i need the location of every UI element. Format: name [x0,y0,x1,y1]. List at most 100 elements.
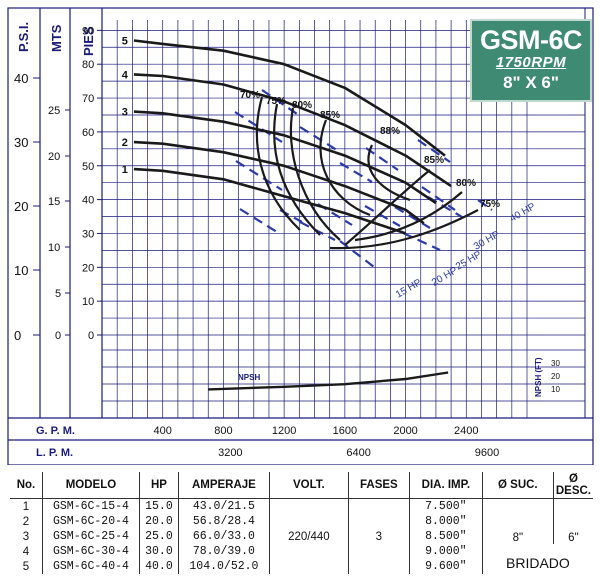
head-curve-4 [133,73,452,188]
npsh-axis-title: NPSH (FT) [534,357,543,397]
title-box: GSM-6C 1750RPM 8" X 6" [470,19,592,102]
cell-desc: 6" [552,498,593,544]
hp-line [261,89,301,117]
lpm-tick-label: 9600 [475,447,499,459]
mts-tick-label: 0 [55,330,61,342]
pies-tick-label: 10 [82,296,94,308]
cell-volt: 220/440 [268,498,349,574]
mts-tick-label: 20 [48,151,60,163]
cell-hp: 20.0 [138,514,179,529]
cell-amperaje: 104.0/52.0 [177,559,270,574]
hp-line [364,205,401,227]
head-curve-label: 1 [122,164,128,176]
hp-line [234,111,283,143]
efficiency-curve [255,96,301,231]
hp-line [402,232,441,251]
efficiency-curve [367,144,411,202]
hp-label: 20 HP [430,265,460,289]
chart-grid [102,20,585,418]
gpm-axis-title: G. P. M. [36,425,75,437]
efficiency-label: 85% [320,110,340,121]
cell-suc: 8" [481,498,554,544]
cell-no: 1 [22,500,30,513]
col-suc: Ø SUC. [481,472,554,499]
npsh-tick-label: 20 [551,372,560,381]
mts-tick-label: 10 [48,242,60,254]
head-curve-label: 3 [122,107,128,119]
rpm-label: 1750RPM [495,54,567,71]
cell-modelo: GSM-6C-25-4 [41,529,140,544]
npsh-tick-label: 30 [551,359,560,368]
cell-no: 4 [22,545,30,558]
head-curve-label: 4 [122,69,129,81]
col-volt: VOLT. [268,472,349,499]
cell-modelo: GSM-6C-15-4 [41,498,140,514]
cell-no: 2 [22,515,30,528]
cell-dia: 8.500" [408,529,483,544]
col-no: No. [10,472,43,499]
table-row: 4 GSM-6C-30-4 30.0 78.0/39.0 9.000" BRID… [10,544,593,574]
pies-tick-label: 0 [88,330,94,342]
pies-tick-label: 70 [82,93,94,105]
cell-modelo: GSM-6C-20-4 [41,514,140,529]
table-row: 3 GSM-6C-25-4 25.0 66.0/33.0 8.500" [10,529,593,544]
table-row: 1 GSM-6C-15-4 15.0 43.0/21.5 220/440 3 7… [10,498,593,574]
pies-axis-title: PIES [81,26,96,56]
efficiency-label: 75% [266,96,286,107]
psi-axis-title: P.S.I. [16,22,31,52]
model-title: GSM-6C [479,25,583,55]
cell-dia: 9.000" [408,544,483,559]
cell-hp: 15.0 [138,498,179,514]
head-curve-2 [133,140,425,225]
mts-tick-label: 25 [48,105,60,117]
hp-label: 25 HP [454,249,484,273]
pies-tick-label: 50 [82,161,94,173]
spec-table: No. MODELO HP AMPERAJE VOLT. FASES DIA. … [10,472,593,574]
gpm-tick-label: 400 [154,425,172,437]
cell-amperaje: 66.0/33.0 [177,529,270,544]
gpm-tick-label: 2000 [393,425,417,437]
axis-labels: P.S.I. MTS PIES403020100252015105090807060… [14,22,560,459]
table-header-row: No. MODELO HP AMPERAJE VOLT. FASES DIA. … [10,472,593,499]
hp-lines [234,89,493,271]
efficiency-curve [354,191,463,242]
col-desc: Ø DESC. [552,472,593,499]
hp-line [365,147,399,171]
efficiency-curve [273,103,321,236]
pies-tick-label: 40 [82,195,94,207]
psi-tick-label: 10 [14,263,28,278]
hp-line [339,240,379,271]
gpm-tick-label: 1200 [272,425,296,437]
size-label: 8" X 6" [503,73,559,92]
lpm-tick-label: 3200 [218,447,242,459]
cell-dia: 7.500" [408,498,483,514]
chart-frame [7,7,594,465]
cell-hp: 40.0 [138,559,179,574]
npsh-tick-label: 10 [551,385,560,394]
hp-label: 15 HP [394,277,424,301]
cell-amperaje: 78.0/39.0 [177,544,270,559]
hp-line [421,186,456,211]
head-curve-1 [133,167,407,235]
efficiency-curves [255,96,479,250]
pies-tick-label: 90 [82,25,94,37]
gpm-tick-label: 2400 [454,425,478,437]
mts-tick-label: 5 [55,288,61,300]
psi-tick-label: 0 [14,328,21,343]
pies-tick-label: 20 [82,262,94,274]
efficiency-label: 88% [380,126,400,137]
cell-hp: 30.0 [138,544,179,559]
psi-tick-label: 40 [14,71,28,86]
efficiency-curve [319,119,371,217]
efficiency-label: 75% [480,199,500,210]
mts-axis-title: MTS [49,24,64,52]
cell-amperaje: 56.8/28.4 [177,514,270,529]
cell-no: 3 [22,530,30,543]
cell-connection: BRIDADO [481,544,593,574]
efficiency-label: 80% [292,100,312,111]
cell-dia: 8.000" [408,514,483,529]
psi-tick-label: 30 [14,135,28,150]
head-curve-label: 5 [122,36,128,48]
cell-modelo: GSM-6C-40-4 [41,559,140,574]
mts-tick-label: 15 [48,196,60,208]
